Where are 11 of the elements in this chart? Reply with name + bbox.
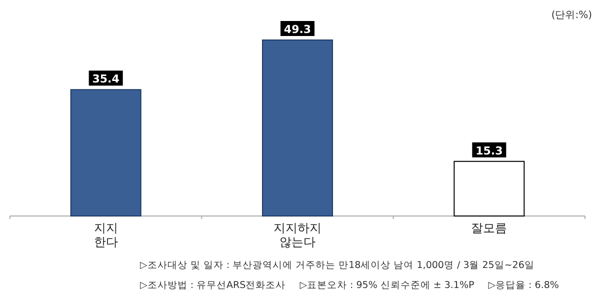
- text: (단위:%): [551, 10, 592, 21]
- data-label: 15.3: [476, 144, 503, 158]
- data-label: 49.3: [284, 23, 312, 36]
- x-tick-label: 지지하지 않는다: [274, 221, 322, 249]
- text: ▷조사대상 및 일자 : 부산광역시에 거주하는 만18세이상 남여 1,000명 / 3월 25일~26일: [140, 260, 534, 271]
- x-tick-label: 잘모름: [471, 221, 508, 235]
- text: ▷응답율 : 6.8%: [488, 280, 559, 291]
- data-label: 35.4: [92, 72, 120, 86]
- text: ▷조사방법 : 유무선ARS전화조사: [140, 280, 286, 291]
- x-tick-label: 지지 한다: [94, 221, 118, 249]
- text: ▷표본오차 : 95% 신뢰수준에 ± 3.1%P: [300, 280, 475, 291]
